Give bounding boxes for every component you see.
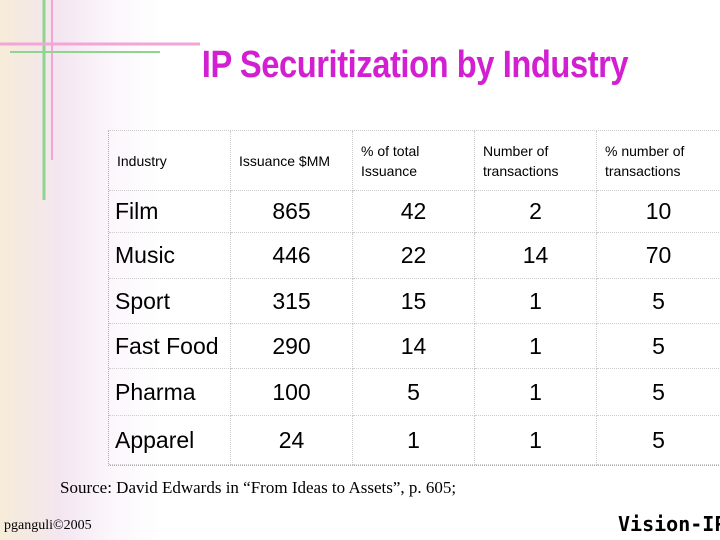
table-cell: 315 [231, 279, 353, 324]
table-cell: 1 [475, 324, 597, 369]
table-cell: 14 [475, 233, 597, 279]
decoration [0, 0, 200, 200]
table-cell: 70 [597, 233, 720, 279]
row-label: Sport [109, 279, 231, 324]
table-cell: 1 [475, 279, 597, 324]
table: Industry Issuance $MM% of total Issuance N… [108, 130, 720, 466]
logo: Vision-IPI [618, 512, 720, 536]
row-label: Fast Food [109, 324, 231, 369]
table-cell: 100 [231, 369, 353, 416]
header-cell: Issuance $MM [231, 131, 353, 191]
table-cell: 5 [597, 324, 720, 369]
row-label: Music [109, 233, 231, 279]
table-cell: 865 [231, 191, 353, 233]
table-cell: 2 [475, 191, 597, 233]
header-cell: % number of transactions [597, 131, 720, 191]
header-cell: Number of transactions [475, 131, 597, 191]
row-label: Apparel [109, 416, 231, 465]
table-cell: 22 [353, 233, 475, 279]
table-cell: 42 [353, 191, 475, 233]
row-label: Pharma [109, 369, 231, 416]
table-cell: 290 [231, 324, 353, 369]
table-cell: 5 [597, 279, 720, 324]
table-cell: 1 [353, 416, 475, 465]
table-cell: 24 [231, 416, 353, 465]
source-note: Source: David Edwards in “From Ideas to … [60, 478, 457, 497]
table-cell: 14 [353, 324, 475, 369]
table-cell: 5 [353, 369, 475, 416]
table-cell: 15 [353, 279, 475, 324]
table-cell: 1 [475, 369, 597, 416]
table-cell: 5 [597, 369, 720, 416]
header-cell: Industry [109, 131, 231, 191]
table-cell: 5 [597, 416, 720, 465]
author: pganguli©2005 [4, 518, 92, 533]
table-cell: 1 [475, 416, 597, 465]
row-label: Film [109, 191, 231, 233]
table-cell: 10 [597, 191, 720, 233]
table-cell: 446 [231, 233, 353, 279]
header-cell: % of total Issuance [353, 131, 475, 191]
slide-title: IP Securitization by Industry [201, 44, 629, 86]
